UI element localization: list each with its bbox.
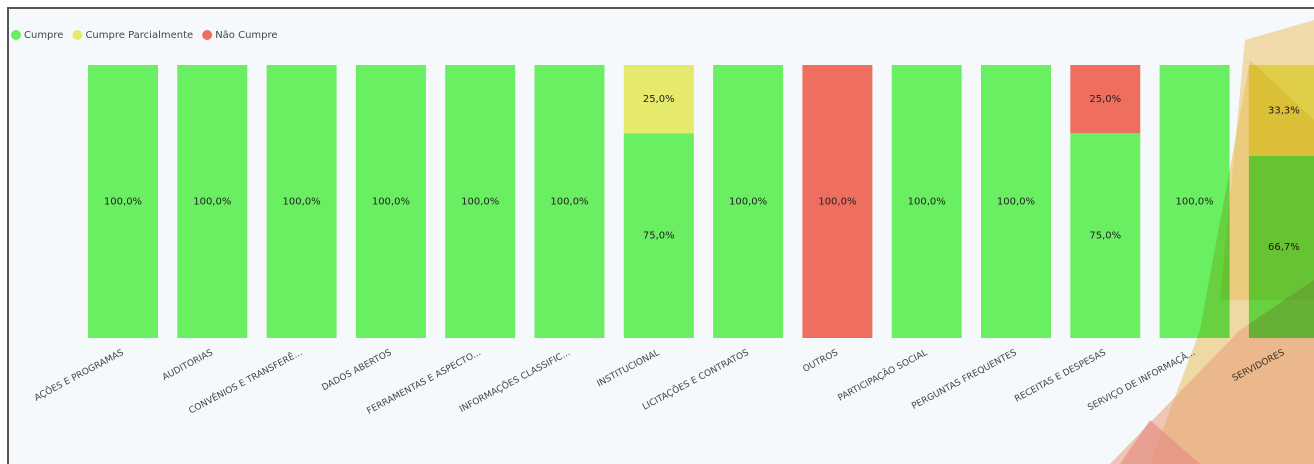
legend-label: Não Cumpre xyxy=(215,30,277,41)
data-label: 100,0% xyxy=(729,197,767,208)
data-label: 100,0% xyxy=(104,197,142,208)
legend-swatch xyxy=(202,30,212,40)
data-label: 25,0% xyxy=(1089,94,1121,105)
data-label: 25,0% xyxy=(643,94,675,105)
data-label: 100,0% xyxy=(283,197,321,208)
data-label: 100,0% xyxy=(550,197,588,208)
data-label: 75,0% xyxy=(1089,231,1121,242)
data-label: 100,0% xyxy=(908,197,946,208)
chart: Cumpre Cumpre Parcialmente Não Cumpre 100,0… xyxy=(0,0,1314,464)
legend-swatch xyxy=(72,30,82,40)
legend-swatch xyxy=(11,30,21,40)
legend-label: Cumpre xyxy=(24,30,63,41)
data-label: 75,0% xyxy=(643,231,675,242)
data-label: 100,0% xyxy=(997,197,1035,208)
legend-label: Cumpre Parcialmente xyxy=(85,30,193,41)
data-label: 100,0% xyxy=(1176,197,1214,208)
page: Cumpre Cumpre Parcialmente Não Cumpre 100,0… xyxy=(0,0,1314,464)
data-label: 100,0% xyxy=(372,197,410,208)
data-label: 100,0% xyxy=(193,197,231,208)
data-label: 100,0% xyxy=(461,197,499,208)
data-label: 100,0% xyxy=(818,197,856,208)
